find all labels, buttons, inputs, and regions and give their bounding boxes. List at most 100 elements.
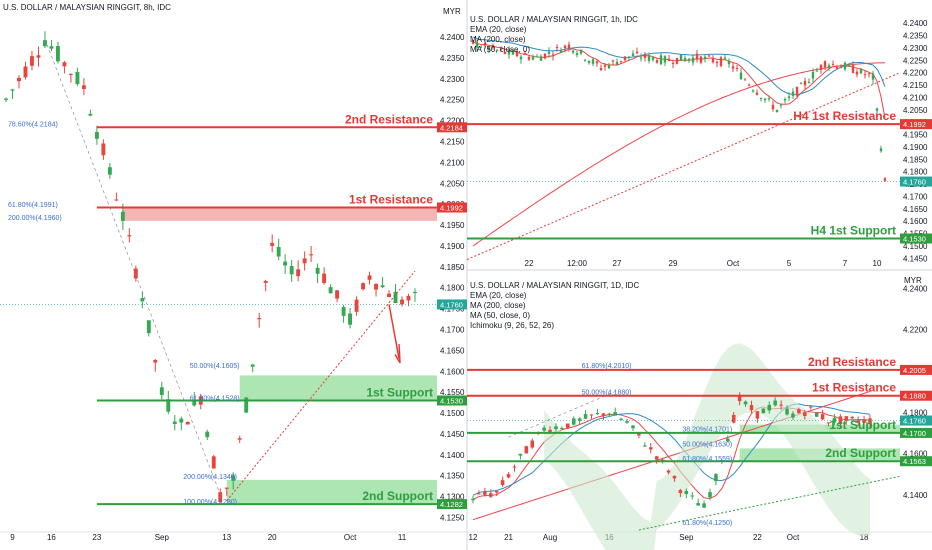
candle-body [623, 56, 627, 61]
fib-retracement-line [44, 39, 221, 495]
candle-body [494, 490, 499, 493]
time-tick-label: 13 [222, 533, 231, 542]
candle-body [835, 67, 839, 69]
level-label: 1st Support [829, 418, 896, 432]
candle-body [637, 433, 641, 436]
candle-body [666, 470, 671, 473]
candle-body [625, 421, 629, 423]
current-price-tag-text: 4.1760 [903, 178, 926, 187]
chart-title: U.S. DOLLAR / MALAYSIAN RINGGIT, 1D, IDC [470, 281, 639, 290]
candle-body [140, 298, 145, 302]
candle-body [511, 50, 515, 55]
candle-body [631, 425, 635, 429]
candle-body [868, 418, 872, 425]
candle-body [302, 258, 307, 264]
fib-retracement-line [508, 391, 616, 438]
price-tag-text: 4.1992 [903, 120, 926, 129]
candle-body [735, 67, 739, 69]
price-tick-label: 4.1250 [440, 513, 465, 522]
p1d-panel: 4.24004.22004.20004.18004.16004.1400MYR1… [467, 276, 932, 550]
price-tag-text: 4.2005 [903, 366, 926, 375]
candle-body [406, 295, 411, 301]
candle-body [471, 498, 475, 501]
price-tag-text: 4.1880 [903, 392, 926, 401]
level-label: 2nd Resistance [345, 112, 433, 126]
price-tick-label: 4.2200 [440, 117, 465, 126]
time-tick-label: 9 [10, 533, 15, 542]
fib-level-label: 50.00%(4.1880) [582, 390, 632, 397]
candle-body [81, 85, 86, 90]
time-tick-label: Oct [787, 533, 800, 542]
fib-level-label: 200.00%(4.1340) [183, 474, 237, 481]
candle-body [795, 86, 799, 96]
candle-body [844, 416, 849, 421]
chart-title: U.S. DOLLAR / MALAYSIAN RINGGIT, 1h, IDC [470, 15, 638, 24]
candle-body [68, 73, 73, 75]
candle-body [838, 416, 843, 425]
support-trendline [466, 72, 901, 260]
price-tick-label: 4.1900 [440, 242, 465, 251]
time-tick-label: Sep [155, 533, 170, 542]
candle-body [747, 84, 751, 86]
candle-body [819, 64, 823, 70]
candle-body [635, 51, 639, 54]
candle-body [30, 56, 34, 66]
candle-body [615, 61, 619, 66]
candle-body [859, 68, 863, 74]
candle-body [679, 54, 683, 61]
price-tick-label: 4.1500 [440, 409, 465, 418]
price-tag-bg [900, 233, 932, 244]
time-tick-label: 7 [843, 259, 848, 268]
candle-body [727, 60, 731, 65]
candle-body [589, 414, 594, 416]
candle-body [767, 404, 772, 411]
candle-body [675, 57, 679, 64]
price-tick-label: 4.1650 [903, 205, 928, 214]
candle-body [775, 109, 779, 113]
fib-level-label: 61.80%(4.1559) [682, 456, 732, 463]
current-price-tag-bg [900, 176, 932, 187]
candle-body [787, 96, 791, 98]
price-tick-label: 4.1950 [440, 221, 465, 230]
candle-body [548, 429, 552, 432]
candle-body [719, 57, 723, 66]
candle-body [559, 50, 563, 53]
candle-body [543, 53, 547, 59]
candle-body [690, 495, 695, 497]
price-tick-label: 4.2400 [440, 33, 465, 42]
candle-body [851, 65, 855, 74]
candle-body [587, 60, 591, 63]
candle-body [803, 80, 807, 86]
time-tick-label: 29 [669, 259, 678, 268]
price-tag-bg [900, 364, 932, 375]
candle-body [773, 400, 777, 406]
candle-body [831, 63, 835, 65]
price-tag-text: 4.1530 [903, 234, 926, 243]
price-tag-bg [900, 119, 932, 130]
candle-body [761, 408, 766, 414]
candle-body [231, 475, 236, 481]
candle-body [393, 291, 398, 304]
candle-body [678, 490, 683, 494]
candle-body [575, 53, 579, 55]
support-trendline [638, 475, 901, 531]
candle-body [361, 283, 366, 290]
indicator-label: EMA (20, close) [470, 291, 527, 300]
support-trendline [226, 270, 416, 502]
candle-body [619, 418, 623, 420]
time-tick-label: Oct [344, 533, 357, 542]
ma-50-line [472, 36, 886, 96]
candle-body [172, 421, 177, 424]
forecast-arrowhead [394, 344, 401, 364]
candle-body [726, 438, 730, 442]
candle-body [643, 53, 647, 58]
time-tick-label: 22 [753, 533, 762, 542]
candle-body [785, 408, 789, 415]
candle-body [856, 420, 860, 423]
candle-body [599, 68, 603, 70]
candle-body [380, 285, 385, 288]
candle-body [850, 416, 855, 419]
candle-body [535, 56, 539, 58]
candle-body [257, 318, 262, 320]
candle-body [218, 492, 223, 503]
